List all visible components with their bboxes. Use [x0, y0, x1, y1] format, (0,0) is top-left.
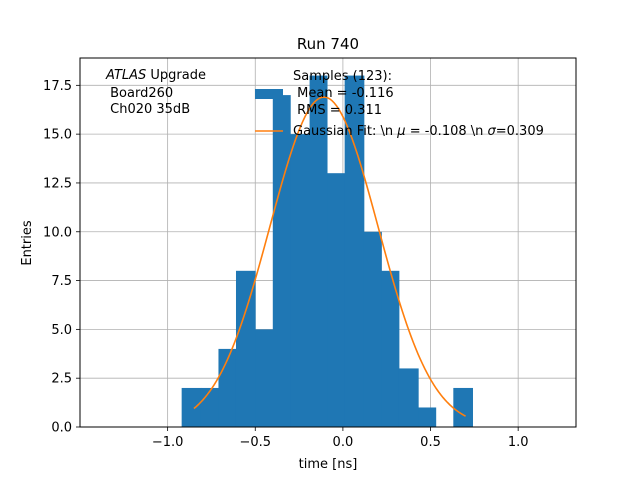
- legend-fit-sigma: σ: [488, 124, 497, 139]
- histogram-bar: [344, 75, 365, 428]
- y-axis-ticks: 0.0 2.5 5.0 7.5 10.0 12.5 15.0 17.5: [43, 79, 80, 436]
- histogram-bar: [453, 387, 473, 427]
- x-tick-label: −1.0: [152, 435, 184, 450]
- legend-histogram-line-1: Samples (123):: [293, 69, 392, 84]
- x-axis-label: time [ns]: [299, 457, 358, 472]
- histogram-bar: [272, 95, 291, 427]
- histogram-bar: [200, 387, 219, 427]
- y-tick-label: 15.0: [43, 128, 72, 143]
- chart-title: Run 740: [297, 35, 359, 53]
- histogram-bar: [235, 270, 256, 427]
- legend-fit-mu-value: = -0.108 \n: [406, 124, 488, 139]
- legend-histogram-line-2: Mean = -0.116: [293, 86, 394, 101]
- plot-frame: [79, 57, 577, 428]
- legend-fit-prefix: Gaussian Fit: \n: [293, 124, 397, 139]
- legend-fit-sigma-value: =0.309: [496, 124, 544, 139]
- histogram-bars: [181, 75, 473, 428]
- legend-fit-mu: μ: [396, 124, 405, 139]
- annotation-line-2: Board260: [106, 86, 173, 101]
- legend: Samples (123): Mean = -0.116 RMS = 0.311…: [255, 69, 544, 139]
- histogram-bar: [381, 270, 400, 427]
- histogram-bar: [327, 173, 346, 427]
- annotation-upgrade: Upgrade: [146, 68, 206, 83]
- annotation-line-1: ATLAS Upgrade: [105, 68, 206, 83]
- y-axis-label: Entries: [20, 220, 35, 266]
- y-tick-label: 2.5: [51, 372, 72, 387]
- annotation-line-3: Ch020 35dB: [106, 102, 190, 117]
- x-axis-ticks: −1.0 −0.5 0.0 0.5 1.0: [152, 427, 529, 450]
- gaussian-fit-line: [193, 96, 466, 417]
- annotation-atlas: ATLAS: [105, 68, 146, 83]
- y-tick-label: 17.5: [43, 79, 72, 94]
- histogram-bar: [309, 75, 328, 428]
- x-tick-label: 0.5: [420, 435, 441, 450]
- histogram-bar: [418, 407, 437, 427]
- y-tick-label: 0.0: [51, 421, 72, 436]
- x-tick-label: 0.0: [333, 435, 354, 450]
- atlas-annotation: ATLAS Upgrade Board260 Ch020 35dB: [105, 68, 206, 117]
- y-tick-label: 5.0: [51, 323, 72, 338]
- histogram-bar: [398, 368, 419, 427]
- x-tick-label: 1.0: [508, 435, 529, 450]
- y-tick-label: 10.0: [43, 225, 72, 240]
- legend-histogram-line-3: RMS = 0.311: [293, 103, 382, 118]
- y-tick-label: 12.5: [43, 176, 72, 191]
- histogram-bar: [363, 231, 382, 427]
- y-tick-label: 7.5: [51, 274, 72, 289]
- histogram-bar: [181, 387, 202, 427]
- gaussian-fit-curve: [193, 96, 466, 417]
- histogram-bar: [255, 329, 274, 427]
- legend-fit-label: Gaussian Fit: \n μ = -0.108 \n σ=0.309: [293, 124, 544, 139]
- legend-histogram-swatch: [255, 89, 283, 99]
- histogram-bar: [290, 134, 310, 427]
- x-tick-label: −0.5: [239, 435, 271, 450]
